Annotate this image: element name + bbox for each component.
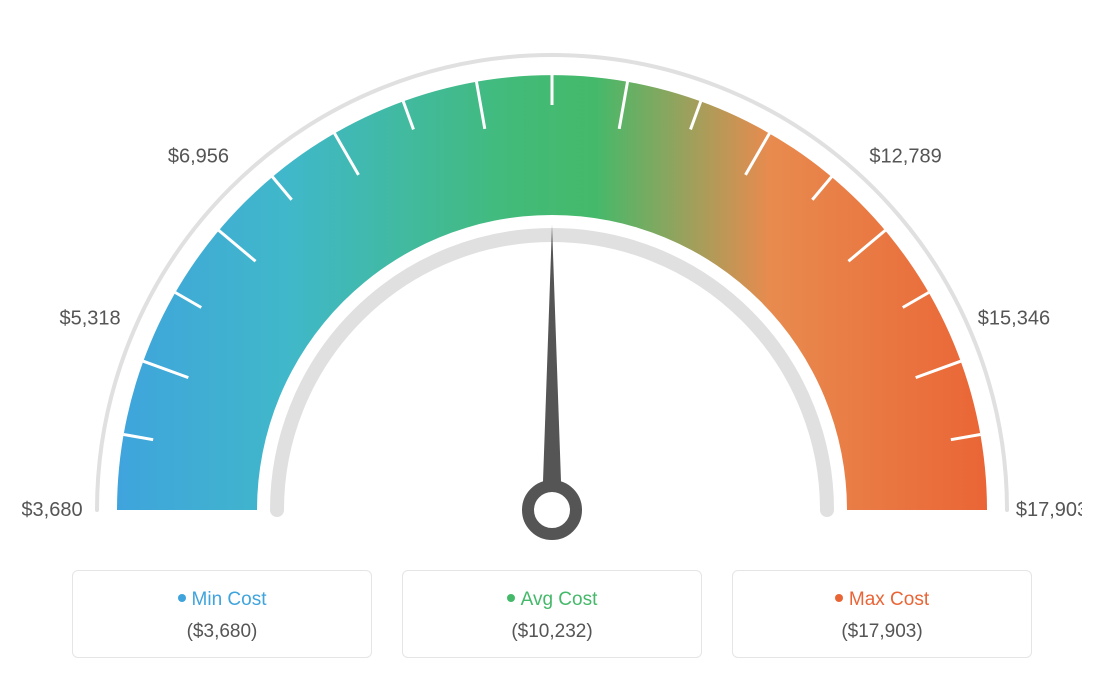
gauge-tick-label: $15,346: [978, 308, 1050, 330]
legend-label: Max Cost: [849, 589, 929, 610]
gauge-tick-label: $3,680: [22, 499, 83, 521]
legend-card-min: Min Cost ($3,680): [72, 570, 372, 658]
gauge-tick-label: $10,232: [516, 20, 588, 21]
gauge-chart: $3,680 $5,318 $6,956 $10,232 $12,789 $15,346 $…: [20, 20, 1084, 540]
legend-title-min: Min Cost: [83, 589, 361, 611]
dot-icon: [178, 594, 186, 602]
legend-card-max: Max Cost ($17,903): [732, 570, 1032, 658]
gauge-tick-label: $6,956: [168, 145, 229, 167]
gauge-needle: [542, 225, 562, 510]
gauge-tick-label: $17,903: [1016, 499, 1082, 521]
legend-label: Min Cost: [192, 589, 267, 610]
gauge-svg: $3,680 $5,318 $6,956 $10,232 $12,789 $15,346 $…: [22, 20, 1082, 540]
gauge-tick-label: $5,318: [59, 308, 120, 330]
dot-icon: [835, 594, 843, 602]
gauge-hub: [528, 486, 576, 534]
legend-label: Avg Cost: [521, 589, 598, 610]
legend-value-min: ($3,680): [83, 621, 361, 643]
legend-row: Min Cost ($3,680) Avg Cost ($10,232) Max…: [20, 570, 1084, 658]
gauge-tick-label: $12,789: [869, 145, 941, 167]
dot-icon: [507, 594, 515, 602]
legend-card-avg: Avg Cost ($10,232): [402, 570, 702, 658]
legend-value-avg: ($10,232): [413, 621, 691, 643]
legend-title-avg: Avg Cost: [413, 589, 691, 611]
legend-value-max: ($17,903): [743, 621, 1021, 643]
legend-title-max: Max Cost: [743, 589, 1021, 611]
